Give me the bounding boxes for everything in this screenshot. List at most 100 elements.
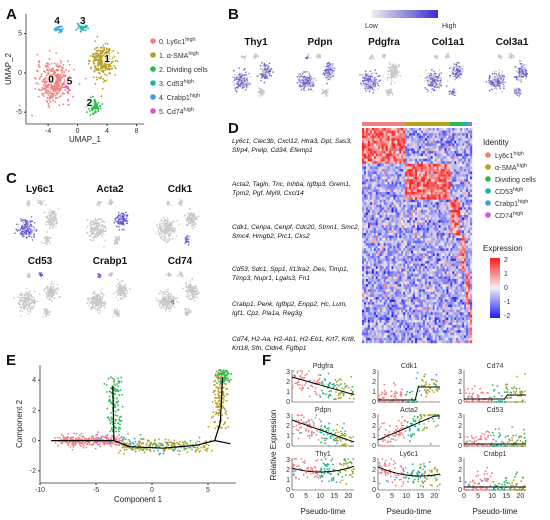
feature-cell: [309, 87, 312, 89]
feature-cell: [92, 221, 95, 224]
feature-cell: [123, 285, 126, 287]
feature-cell: [261, 68, 264, 70]
umap-cell: [55, 52, 58, 55]
feature-cell: [156, 226, 158, 228]
feature-cell: [190, 222, 192, 225]
feature-cell: [100, 292, 103, 295]
heatmap-cell: [411, 135, 414, 139]
feature-cell: [176, 275, 179, 277]
heatmap-cell: [411, 128, 414, 131]
y-tick: 5: [18, 31, 22, 38]
heatmap-cell: [438, 128, 441, 131]
legend-swatch: [150, 108, 156, 114]
heatmap-cell: [385, 133, 388, 136]
feature-cell: [18, 304, 20, 306]
feature-cell: [189, 294, 191, 297]
feature-cell: [115, 296, 118, 299]
feature-cell: [302, 76, 305, 78]
heatmap-cell: [452, 128, 455, 131]
feature-cell: [237, 77, 239, 80]
feature-cell: [53, 225, 55, 228]
heatmap-cell: [436, 128, 439, 131]
feature-cell: [160, 302, 162, 304]
feature-cell: [389, 68, 392, 71]
heatmap-cell: [397, 135, 400, 139]
feature-cell: [173, 306, 176, 308]
feature-cell: [391, 71, 394, 74]
heatmap-cell: [454, 133, 457, 136]
feature-cell: [38, 293, 41, 295]
feature-cell: [176, 219, 178, 222]
feature-cell: [188, 216, 190, 218]
heatmap-cell: [428, 128, 431, 131]
feature-cell: [165, 229, 168, 232]
feature-cell: [312, 77, 314, 80]
heatmap-cell: [426, 133, 429, 136]
umap-cell: [82, 25, 85, 28]
feature-cell: [450, 66, 453, 69]
feature-cell: [259, 93, 262, 95]
feature-cell: [178, 223, 181, 226]
feature-cell: [103, 294, 105, 297]
feature-cell: [159, 305, 161, 308]
feature-cell: [298, 79, 301, 82]
heatmap-cell: [438, 135, 441, 139]
umap-cell: [108, 52, 111, 55]
feature-cell: [249, 75, 252, 78]
feature-cell: [325, 91, 327, 94]
feature-cell: [440, 77, 443, 79]
feature-cell: [523, 64, 525, 66]
heatmap-cell: [452, 133, 455, 136]
heatmap-cell: [444, 128, 447, 131]
umap-cell: [111, 67, 114, 70]
feature-cell: [495, 70, 497, 73]
heatmap-cell: [442, 130, 445, 134]
feature-cell: [188, 221, 191, 223]
feature-cell: [461, 70, 463, 73]
feature-cell: [305, 56, 308, 59]
umap-cell: [37, 63, 40, 66]
feature-cell: [90, 228, 93, 231]
feature-cell: [17, 229, 19, 231]
feature-cell: [167, 274, 169, 276]
feature-cell: [265, 72, 268, 75]
umap-cell: [93, 70, 96, 73]
feature-cell: [322, 72, 325, 74]
heatmap-cell: [436, 133, 439, 136]
feature-cell: [386, 79, 389, 81]
heatmap-cell: [397, 130, 400, 134]
feature-cell: [329, 75, 332, 78]
feature-cell: [169, 234, 171, 237]
feature-cell: [51, 225, 53, 228]
umap-cell: [58, 91, 60, 94]
feature-cell: [96, 219, 99, 222]
feature-cell: [43, 237, 46, 239]
umap-cell: [88, 107, 90, 110]
legend-swatch: [150, 66, 156, 72]
feature-cell: [45, 239, 47, 242]
feature-cell: [169, 223, 171, 226]
heatmap-cell: [417, 130, 420, 134]
feature-cell: [170, 306, 172, 308]
feature-cell: [521, 70, 523, 73]
feature-cell: [189, 288, 191, 291]
umap-cell: [97, 110, 100, 113]
heatmap-cell: [381, 130, 384, 134]
feature-cell: [101, 223, 103, 226]
umap-cell: [59, 74, 61, 77]
feature-cell: [195, 288, 198, 290]
feature-cell: [55, 220, 58, 222]
feature-cell: [50, 215, 53, 218]
umap-cell: [95, 49, 98, 52]
umap-cell: [92, 113, 94, 116]
heatmap-cell: [468, 130, 471, 134]
heatmap-cell: [385, 128, 388, 131]
feature-cell: [181, 275, 183, 277]
feature-cell: [94, 305, 97, 307]
feature-cell: [300, 75, 302, 77]
feature-cell: [191, 292, 193, 295]
umap-cell: [62, 82, 65, 85]
umap-cell: [47, 103, 50, 105]
feature-cell: [29, 291, 31, 294]
heatmap-cell: [395, 133, 398, 136]
